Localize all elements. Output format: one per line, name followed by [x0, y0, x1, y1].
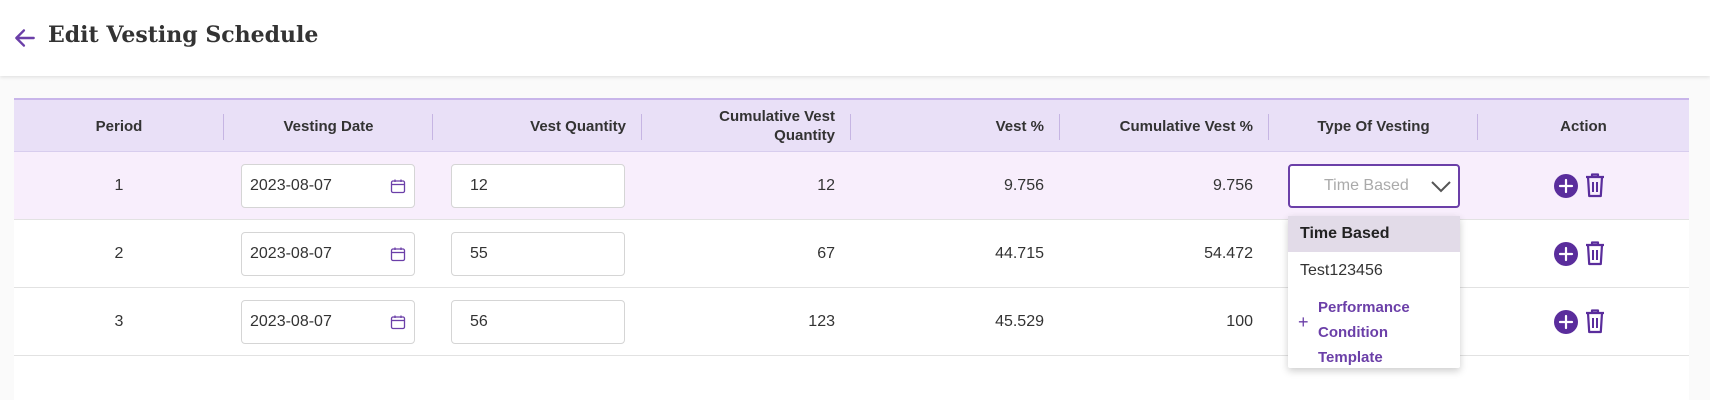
table-row: 3 2023-08-07 123 45.529 100 [14, 288, 1689, 356]
vesting-date-value: 2023-08-07 [250, 177, 332, 194]
column-period: Period [95, 117, 143, 135]
vest-pct-cell: 44.715 [995, 244, 1044, 262]
calendar-icon[interactable] [390, 178, 406, 194]
cumulative-vest-pct-cell: 100 [1226, 312, 1253, 330]
add-row-button[interactable] [1554, 242, 1578, 266]
period-cell: 3 [114, 312, 124, 330]
delete-row-button[interactable] [1584, 240, 1606, 266]
cumulative-quantity-cell: 123 [808, 312, 835, 330]
page-header: Edit Vesting Schedule [0, 0, 1710, 76]
add-row-button[interactable] [1554, 174, 1578, 198]
period-cell: 2 [114, 244, 124, 262]
column-vesting-date: Vesting Date [283, 117, 374, 135]
arrow-left-icon[interactable] [12, 25, 38, 51]
chevron-down-icon[interactable] [1430, 178, 1452, 194]
plus-icon: + [1298, 312, 1309, 332]
page-title: Edit Vesting Schedule [48, 22, 319, 48]
table-row: 1 2023-08-07 12 9.756 9.756 Time Based [14, 152, 1689, 220]
column-separator [1268, 114, 1269, 140]
delete-row-button[interactable] [1584, 308, 1606, 334]
vest-pct-cell: 9.756 [1003, 176, 1044, 194]
vest-quantity-input[interactable] [451, 164, 625, 208]
vesting-date-input[interactable]: 2023-08-07 [241, 300, 415, 344]
cumulative-vest-pct-cell: 54.472 [1204, 244, 1253, 262]
vest-quantity-input[interactable] [451, 232, 625, 276]
column-action: Action [1560, 117, 1607, 135]
add-template-label: Performance Condition Template [1318, 299, 1410, 366]
cumulative-vest-pct-cell: 9.756 [1212, 176, 1253, 194]
vest-quantity-input[interactable] [451, 300, 625, 344]
add-performance-condition-template[interactable]: + Performance Condition Template [1288, 292, 1460, 368]
table-header: Period Vesting Date Vest Quantity Cumula… [14, 98, 1689, 152]
column-separator [1477, 114, 1478, 140]
calendar-icon[interactable] [390, 246, 406, 262]
column-vest-quantity: Vest Quantity [530, 117, 626, 135]
option-time-based[interactable]: Time Based [1288, 216, 1460, 252]
column-separator [1059, 114, 1060, 140]
type-of-vesting-dropdown: Time Based Test123456 + Performance Cond… [1288, 216, 1460, 368]
calendar-icon[interactable] [390, 314, 406, 330]
option-test123456[interactable]: Test123456 [1300, 262, 1383, 279]
cumulative-quantity-cell: 12 [817, 176, 835, 194]
vesting-date-value: 2023-08-07 [250, 313, 332, 330]
table-row: 2 2023-08-07 67 44.715 54.472 [14, 220, 1689, 288]
column-separator [223, 114, 224, 140]
period-cell: 1 [114, 176, 124, 194]
column-separator [850, 114, 851, 140]
vest-pct-cell: 45.529 [995, 312, 1044, 330]
column-cumulative-vest-pct: Cumulative Vest % [1119, 117, 1253, 135]
add-row-button[interactable] [1554, 310, 1578, 334]
vesting-date-value: 2023-08-07 [250, 245, 332, 262]
column-cumulative-vest-quantity: Cumulative Vest Quantity [719, 108, 835, 144]
delete-row-button[interactable] [1584, 172, 1606, 198]
column-separator [641, 114, 642, 140]
vesting-date-input[interactable]: 2023-08-07 [241, 232, 415, 276]
cumulative-quantity-cell: 67 [817, 244, 835, 262]
column-type-of-vesting: Type Of Vesting [1317, 117, 1430, 135]
column-separator [432, 114, 433, 140]
column-vest-pct: Vest % [995, 117, 1044, 135]
type-of-vesting-select[interactable]: Time Based [1288, 164, 1460, 208]
type-of-vesting-placeholder: Time Based [1324, 177, 1409, 194]
vesting-date-input[interactable]: 2023-08-07 [241, 164, 415, 208]
